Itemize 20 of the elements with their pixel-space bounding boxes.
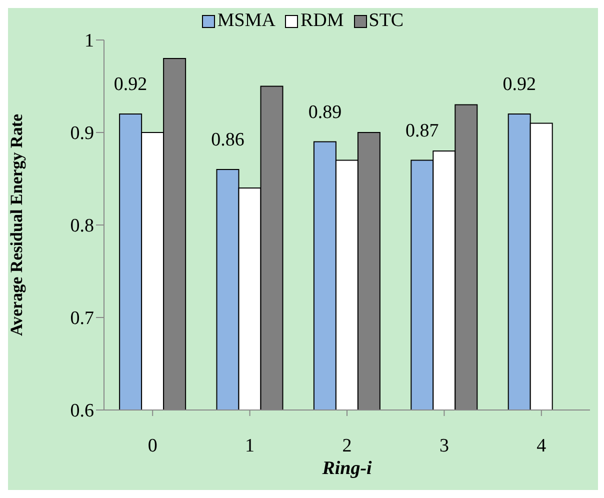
y-tick-label: 1 — [84, 30, 94, 52]
legend-label: MSMA — [216, 10, 276, 32]
data-label: 0.92 — [114, 74, 148, 95]
legend-label: STC — [368, 10, 404, 32]
y-tick-label: 0.6 — [70, 400, 94, 422]
x-tick-label: 4 — [536, 435, 547, 456]
x-axis-title: Ring-i — [321, 458, 373, 479]
legend-label: RDM — [299, 10, 344, 32]
y-tick-label: 0.7 — [70, 308, 94, 330]
y-axis-title: Average Residual Energy Rate — [7, 114, 26, 336]
x-tick-label: 2 — [342, 435, 352, 456]
data-label: 0.86 — [211, 130, 244, 150]
x-tick-label: 1 — [245, 435, 255, 456]
y-tick-label: 0.8 — [70, 216, 94, 237]
y-tick-label: 0.9 — [70, 123, 94, 144]
data-label: 0.92 — [502, 74, 536, 95]
data-label: 0.87 — [406, 120, 439, 142]
x-tick-label: 0 — [148, 435, 158, 456]
x-tick-label: 3 — [439, 435, 449, 456]
data-label: 0.89 — [308, 102, 342, 123]
